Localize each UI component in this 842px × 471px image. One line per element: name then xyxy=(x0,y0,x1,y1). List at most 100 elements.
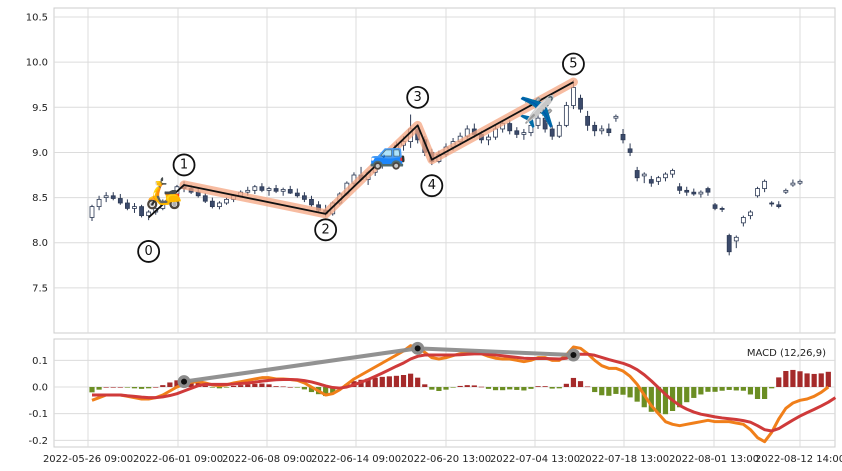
macd-histogram-bar xyxy=(521,387,527,391)
candle xyxy=(783,188,789,194)
candle-body xyxy=(507,123,513,132)
candle-body xyxy=(641,173,647,177)
price-panel: 7.5 8.0 8.5 9.0 9.5 10.0 10.5 0 1 2 3 4 5 🛵 🚙 ✈️ xyxy=(26,7,836,334)
wave-label-text: 0 xyxy=(144,244,152,259)
candle-body xyxy=(563,105,569,126)
macd-histogram-bar xyxy=(549,387,555,389)
wave-label: 5 xyxy=(562,52,585,76)
candle-body xyxy=(301,195,307,200)
candle-body xyxy=(252,186,258,191)
wave-label: 4 xyxy=(420,174,444,198)
macd-histogram-bar xyxy=(677,387,683,408)
wave-label-circle xyxy=(406,85,430,109)
candle xyxy=(294,188,300,198)
candle-body xyxy=(309,198,314,206)
macd-y-tick-label: 0.0 xyxy=(32,383,48,394)
candle xyxy=(528,121,534,137)
candle xyxy=(563,101,569,128)
macd-histogram-bar xyxy=(542,386,548,387)
candle xyxy=(578,94,583,113)
candle-body xyxy=(797,180,803,184)
macd-histogram-bar xyxy=(146,387,152,389)
macd-histogram-bar xyxy=(528,387,534,389)
macd-histogram-bar xyxy=(811,373,817,387)
macd-histogram-bar xyxy=(726,387,732,390)
wave-label-text: 1 xyxy=(180,157,188,172)
candle xyxy=(712,203,718,211)
annotation-emoji: 🛵 xyxy=(145,176,182,211)
macd-histogram-bar xyxy=(280,386,286,388)
macd-histogram-bar xyxy=(790,369,796,387)
macd-histogram-bar xyxy=(698,387,704,395)
macd-histogram-bar xyxy=(747,387,754,395)
x-axis-ticks: 2022-05-26 09:00 2022-06-01 09:002022-06-… xyxy=(43,454,842,465)
candle xyxy=(139,204,144,218)
candle xyxy=(726,233,732,256)
candle xyxy=(549,125,555,140)
candle-body xyxy=(556,124,562,137)
candle-body xyxy=(634,170,640,179)
x-tick-label: 2022-07-18 13:00 xyxy=(579,454,669,465)
candle xyxy=(698,190,704,198)
candle-body xyxy=(790,182,796,186)
candle-body xyxy=(613,115,619,119)
price-y-tick-label: 7.5 xyxy=(32,283,48,294)
macd-histogram-bar xyxy=(599,387,605,396)
annotations: 🛵 🚙 ✈️ xyxy=(145,93,556,211)
candle-body xyxy=(748,211,753,217)
macd-histogram-bar xyxy=(471,385,477,387)
candle-body xyxy=(627,148,633,153)
macd-histogram-bar xyxy=(259,383,265,387)
candle xyxy=(209,197,215,209)
candle-body xyxy=(294,192,300,197)
macd-histogram-bar xyxy=(188,380,194,387)
x-tick-label: 2022-06-08 09:00 xyxy=(222,454,312,465)
candle-body xyxy=(733,236,739,242)
candle xyxy=(309,195,314,207)
macd-histogram-bar xyxy=(500,387,506,391)
macd-histogram-bar xyxy=(238,385,244,387)
macd-histogram-bar xyxy=(563,383,569,387)
macd-histogram-bar xyxy=(131,387,138,389)
macd-histogram-bar xyxy=(691,387,697,398)
candle-body xyxy=(705,188,711,193)
wave-label: 3 xyxy=(406,85,430,109)
wave-label: 2 xyxy=(314,218,338,242)
macd-histogram-bar xyxy=(478,386,484,388)
candle xyxy=(125,199,130,211)
candle xyxy=(769,201,775,207)
candle xyxy=(259,183,265,193)
macd-histogram-bar xyxy=(231,385,237,387)
annotation-emoji: 🚙 xyxy=(369,136,406,171)
candle xyxy=(224,197,229,205)
candle xyxy=(521,128,527,140)
macd-histogram-bar xyxy=(577,381,584,387)
candle-body xyxy=(677,186,683,191)
macd-histogram-bar xyxy=(740,387,746,391)
wave-label-circle xyxy=(420,174,444,198)
candle-body xyxy=(224,198,229,204)
candle xyxy=(117,193,123,205)
macd-histogram-bar xyxy=(429,387,435,390)
candle-body xyxy=(280,189,286,192)
macd-histogram-bar xyxy=(655,387,661,414)
candle xyxy=(677,183,683,194)
macd-histogram-bar xyxy=(613,387,619,394)
candle xyxy=(748,210,753,220)
candle-body xyxy=(656,177,661,182)
macd-histogram-bar xyxy=(825,371,831,387)
annotation-emoji: ✈️ xyxy=(519,93,556,130)
candle-body xyxy=(620,133,626,141)
candle-body xyxy=(578,97,583,110)
price-y-tick-label: 10.5 xyxy=(26,13,48,24)
x-tick-label: 2022-08-12 14:00 xyxy=(755,454,842,465)
macd-histogram-bar xyxy=(103,387,109,388)
candle-body xyxy=(712,204,718,209)
candle-body xyxy=(110,195,116,199)
macd-histogram-bar xyxy=(556,387,562,389)
candle-body xyxy=(726,235,732,253)
candle xyxy=(585,110,590,131)
candle xyxy=(776,201,782,209)
candle-body xyxy=(663,173,668,179)
